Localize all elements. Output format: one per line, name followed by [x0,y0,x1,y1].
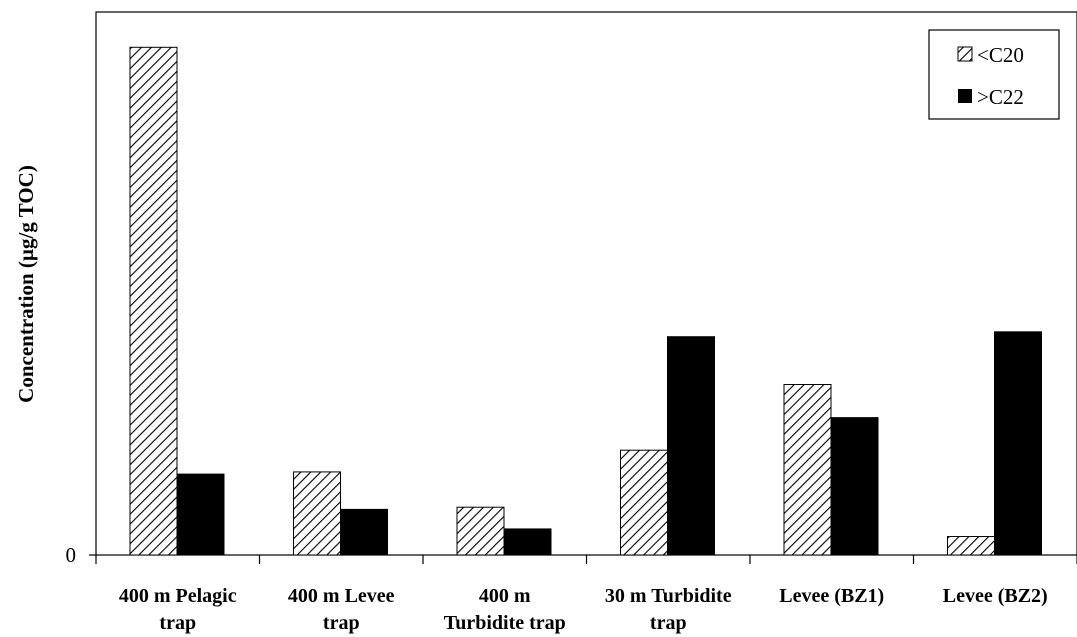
bar-series2-cat5 [830,417,879,556]
bar-series1-cat2 [293,471,341,556]
bar-series2-cat3 [503,528,552,556]
category-label-3-line-1: 400 m [479,585,531,607]
plot-area [95,11,1077,556]
y-tick-label-0: 0 [66,543,77,567]
bar-series1-cat1 [129,46,178,556]
category-label-2-line-2: trap [323,612,360,634]
category-label-1-line-2: trap [159,612,196,634]
category-label-1-line-1: 400 m Pelagic [119,585,237,607]
bar-series2-cat4 [667,336,715,556]
category-label-3-line-2: Turbidite trap [444,612,566,634]
legend-swatch-series-2 [958,89,972,103]
category-label-2-line-1: 400 m Levee [288,585,395,607]
bar-series2-cat1 [176,473,225,556]
legend-label-series-1: <C20 [977,43,1024,67]
bar-series1-cat6 [947,536,995,556]
y-axis-label: Concentration (µg/g TOC) [14,165,38,403]
legend: <C20 >C22 [928,29,1060,120]
legend-swatch-series-1 [957,46,973,62]
legend-box [928,29,1060,120]
category-label-4-line-1: 30 m Turbidite [605,585,732,607]
category-label-6-line-1: Levee (BZ2) [943,585,1048,607]
legend-label-series-2: >C22 [977,85,1024,109]
bar-series1-cat4 [620,449,668,556]
bar-series1-cat5 [783,383,832,556]
bar-series2-cat6 [994,331,1042,556]
category-labels: 400 m Pelagic trap 400 m Levee trap 400 m Tur… [119,585,1048,634]
x-ticks [89,554,1077,564]
category-label-4-line-2: trap [650,612,687,634]
bar-series1-cat3 [456,506,505,556]
bar-series2-cat2 [340,508,388,556]
bars-group [129,46,1042,556]
category-label-5-line-1: Levee (BZ1) [779,585,884,607]
